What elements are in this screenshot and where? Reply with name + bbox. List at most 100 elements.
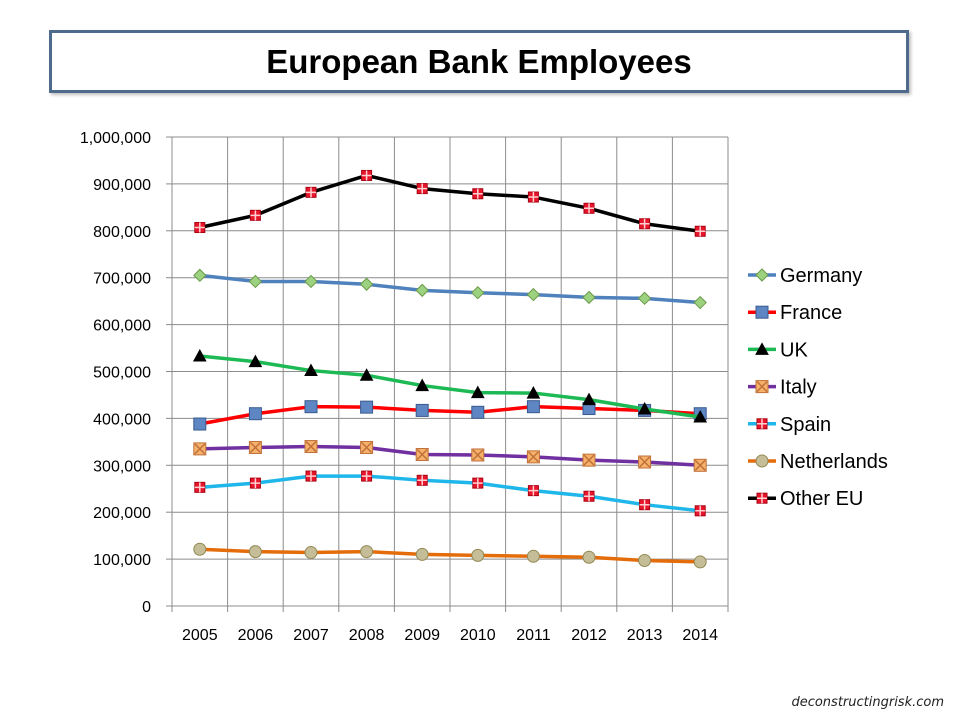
series-uk-point: [637, 401, 652, 415]
legend-other-eu-label: Other EU: [780, 488, 863, 510]
series-other-eu-point: [305, 186, 317, 198]
legend-spain-label: Spain: [780, 414, 831, 436]
legend-netherlands-marker: [755, 454, 769, 468]
series-italy-point: [638, 455, 652, 469]
series-uk-line: [198, 354, 702, 419]
y-tick-label: 1,000,000: [80, 130, 151, 147]
series-spain-point: [361, 470, 373, 482]
y-tick-label: 600,000: [93, 318, 151, 335]
series-germany-line: [198, 273, 702, 305]
series-france-point: [471, 405, 485, 419]
series-netherlands-point: [360, 545, 374, 559]
series-netherlands-point: [415, 547, 429, 561]
series-other-eu-point: [527, 191, 539, 203]
x-tick-label: 2012: [571, 627, 607, 644]
series-germany-point: [359, 277, 374, 291]
series-uk-point: [415, 378, 430, 392]
series-netherlands-point: [526, 549, 540, 563]
x-tick-label: 2011: [516, 627, 551, 644]
series-netherlands-point: [471, 548, 485, 562]
series-france-point: [415, 403, 429, 417]
legend-other-eu-marker: [756, 492, 768, 504]
series-france-point: [526, 400, 540, 414]
chart-title-box: European Bank Employees: [49, 30, 909, 93]
x-tick-label: 2007: [293, 627, 329, 644]
series-other-eu-line: [198, 173, 702, 234]
series-uk-point: [470, 385, 485, 399]
series-netherlands-point: [638, 554, 652, 568]
source-credit: deconstructingrisk.com: [791, 695, 944, 710]
legend-france-marker: [755, 305, 769, 319]
chart-title: European Bank Employees: [266, 42, 692, 80]
series-germany-point: [582, 290, 596, 305]
legend-germany-marker: [755, 268, 769, 282]
series-spain-point: [194, 481, 206, 493]
x-tick-label: 2005: [182, 627, 218, 644]
x-tick-label: 2008: [349, 627, 385, 644]
series-italy-line: [198, 444, 702, 468]
x-tick-label: 2006: [238, 627, 274, 644]
x-tick-label: 2010: [460, 627, 496, 644]
series-uk-point: [526, 386, 541, 399]
grid-lines: [171, 136, 729, 612]
series-netherlands-point: [248, 545, 262, 559]
series-germany-point: [471, 286, 485, 300]
series-germany-point: [526, 287, 541, 302]
series-other-eu-point: [249, 209, 261, 221]
series-spain-point: [639, 499, 651, 511]
y-tick-label: 400,000: [93, 411, 151, 428]
series-netherlands-point: [304, 546, 318, 560]
series-netherlands-point: [193, 542, 207, 556]
y-tick-label: 0: [142, 599, 151, 616]
series-uk-point: [248, 354, 263, 368]
series-spain-point: [249, 477, 261, 489]
series-other-eu-point: [416, 183, 428, 195]
series-uk-point: [582, 392, 596, 406]
series-italy-point: [471, 448, 485, 462]
series-other-eu-point: [361, 169, 373, 181]
series-germany-point: [415, 283, 429, 298]
legend-spain-marker: [756, 418, 768, 430]
series-spain-point: [416, 474, 428, 486]
series-uk-point: [693, 409, 708, 423]
series-germany-point: [693, 295, 707, 310]
series-italy-point: [582, 453, 596, 467]
axes: 0 100,000 200,000 300,000 400,000 500,000 600,…: [80, 130, 728, 644]
series-germany-point: [248, 274, 263, 289]
series-spain-point: [472, 477, 484, 489]
legend-germany-label: Germany: [780, 265, 862, 287]
series-lines: [192, 169, 708, 569]
y-tick-label: 200,000: [93, 505, 151, 522]
series-uk-point: [304, 363, 318, 377]
series-netherlands-line: [198, 547, 702, 564]
series-spain-line: [198, 474, 702, 513]
series-netherlands-point: [693, 555, 707, 569]
series-other-eu-point: [194, 222, 206, 234]
y-tick-label: 100,000: [93, 552, 151, 569]
y-tick-label: 900,000: [93, 177, 151, 194]
series-uk-point: [359, 368, 374, 381]
y-tick-label: 800,000: [93, 224, 151, 241]
legend-italy-marker: [755, 380, 769, 394]
series-other-eu-point: [472, 188, 484, 200]
series-germany-point: [637, 291, 652, 306]
legend-france-label: France: [780, 302, 842, 324]
series-italy-point: [304, 440, 318, 454]
series-france-point: [360, 400, 374, 414]
series-spain-point: [694, 505, 706, 517]
series-italy-point: [193, 442, 207, 456]
x-tick-label: 2013: [627, 627, 663, 644]
series-france-point: [248, 407, 262, 421]
series-spain-point: [527, 485, 539, 497]
x-tick-label: 2014: [682, 627, 718, 644]
series-spain-point: [583, 490, 595, 502]
legend-italy-label: Italy: [780, 377, 817, 399]
series-other-eu-point: [583, 202, 595, 214]
legend: Germany France UK Italy Spain Netherlands Othe…: [748, 265, 888, 510]
y-tick-label: 300,000: [93, 458, 151, 475]
series-italy-point: [248, 440, 262, 454]
series-italy-point: [526, 450, 540, 464]
legend-uk-label: UK: [780, 339, 808, 361]
x-tick-label: 2009: [404, 627, 440, 644]
